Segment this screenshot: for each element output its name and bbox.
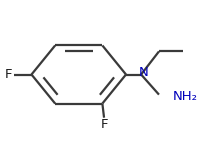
Text: F: F bbox=[100, 118, 108, 131]
Text: NH₂: NH₂ bbox=[173, 90, 198, 103]
Text: N: N bbox=[139, 66, 148, 79]
Text: F: F bbox=[5, 68, 12, 81]
